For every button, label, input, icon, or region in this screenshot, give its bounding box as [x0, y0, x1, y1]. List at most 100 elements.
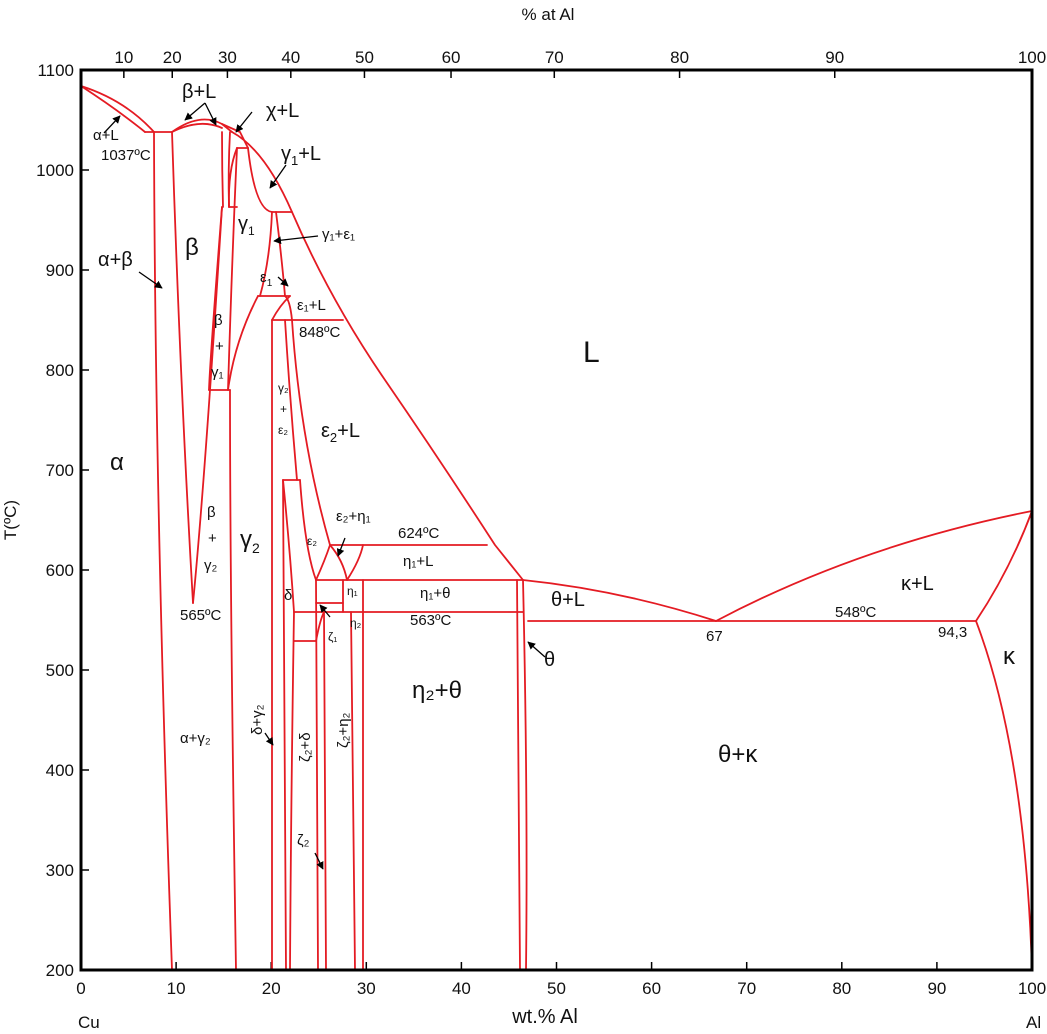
- label-alpha-beta: α+β: [98, 249, 133, 271]
- x-tick-label: 60: [642, 979, 661, 998]
- gamma1-lower: [227, 295, 259, 391]
- label-theta: θ: [544, 649, 555, 671]
- eps2-left-lower: [282, 479, 287, 971]
- label-kappa-L: κ+L: [901, 573, 934, 595]
- label-beta-gamma2-g: γ₂: [204, 557, 218, 574]
- label-c943: 94,3: [938, 624, 967, 641]
- label-eps1-L: ε₁+L: [297, 297, 326, 314]
- beta-gamma1-bottom-left: [208, 206, 223, 391]
- label-t548: 548ºC: [835, 604, 877, 621]
- y-ticks: 1100 1000 900 800 700 600 500 400 300 200: [36, 61, 89, 980]
- y-tick-label: 900: [46, 261, 74, 280]
- top-tick-label: 100: [1018, 48, 1046, 67]
- label-eta2-theta: η₂+θ: [412, 677, 462, 704]
- zeta-right: [323, 611, 327, 971]
- label-gamma1-L: γ1+L: [281, 143, 321, 168]
- label-gamma1: γ1: [238, 213, 255, 238]
- label-alpha-gamma2: α+γ₂: [180, 730, 211, 747]
- gamma1-right: [247, 147, 273, 213]
- top-tick-label: 30: [218, 48, 237, 67]
- label-eta1: η₁: [347, 584, 358, 598]
- label-theta-L: θ+L: [551, 589, 585, 611]
- y-tick-label: 200: [46, 961, 74, 980]
- top-tick-label: 40: [281, 48, 300, 67]
- eps2-eta1-apex: [315, 544, 348, 581]
- label-delta-gamma2: δ+γ₂: [249, 704, 266, 735]
- alpha-solidus: [80, 85, 146, 133]
- label-gamma2-eps2-e: ε₂: [278, 423, 288, 437]
- gamma1-eps1-right: [275, 211, 286, 297]
- delta-left: [282, 479, 295, 613]
- top-tick-label: 60: [442, 48, 461, 67]
- gamma2-left: [229, 389, 237, 971]
- main-liquidus: [231, 131, 524, 581]
- y-tick-label: 300: [46, 861, 74, 880]
- label-eta1-L: η₁+L: [403, 553, 434, 570]
- x-tick-label: 10: [167, 979, 186, 998]
- label-gamma2-eps2-g: γ₂: [278, 381, 289, 395]
- label-theta-kappa: θ+κ: [718, 741, 758, 768]
- y-tick-label: 1100: [37, 61, 74, 80]
- label-kappa: κ: [1003, 643, 1016, 670]
- label-gamma2-eps2-p: +: [280, 402, 287, 416]
- gamma1-left: [227, 147, 238, 391]
- label-zeta2-delta: ζ₂+δ: [297, 732, 314, 762]
- label-zeta1: ζ₁: [328, 630, 337, 644]
- label-t1037: 1037ºC: [101, 147, 151, 164]
- top-tick-label: 10: [114, 48, 133, 67]
- y-tick-label: 600: [46, 561, 74, 580]
- label-gamma2: γ2: [240, 526, 260, 556]
- label-beta-gamma1-g: γ₁: [211, 364, 224, 381]
- x-tick-label: 90: [927, 979, 946, 998]
- delta-left-lower: [289, 611, 295, 971]
- x-tick-label: 50: [547, 979, 566, 998]
- y-tick-label: 400: [46, 761, 74, 780]
- label-L: L: [583, 336, 600, 369]
- alpha-liquidus: [80, 85, 155, 133]
- kappa-solvus: [975, 620, 1033, 971]
- eps1-curve: [271, 295, 291, 321]
- label-zeta2-eta2: ζ₂+η₂: [335, 712, 352, 748]
- beta-right-boundary: [221, 131, 224, 208]
- zeta-left: [315, 579, 319, 971]
- label-beta-gamma2-b: β: [207, 504, 216, 521]
- eta2-left: [350, 611, 356, 971]
- plot-frame: [79, 68, 1034, 972]
- label-beta-gamma1-b: β: [214, 312, 223, 329]
- zeta1-curve: [315, 611, 325, 642]
- label-t563: 563ºC: [410, 612, 452, 629]
- label-chi-L: χ+L: [266, 100, 299, 122]
- top-axis-title: % at Al: [522, 5, 575, 24]
- label-eta2: η₂: [350, 616, 362, 630]
- label-t565: 565ºC: [180, 607, 222, 624]
- y-tick-label: 800: [46, 361, 74, 380]
- label-beta-gamma1-p: +: [215, 338, 224, 355]
- beta-solidus-dome: [171, 122, 223, 133]
- label-t624: 624ºC: [398, 525, 440, 542]
- label-alpha-L: α+L: [93, 127, 119, 144]
- theta-liquidus: [522, 579, 717, 622]
- y-tick-label: 1000: [36, 161, 74, 180]
- top-tick-label: 50: [355, 48, 374, 67]
- y-tick-label: 500: [46, 661, 74, 680]
- top-tick-label: 90: [825, 48, 844, 67]
- al-liquidus: [715, 510, 1033, 622]
- x-tick-label: 30: [357, 979, 376, 998]
- x-tick-label: 0: [76, 979, 85, 998]
- label-delta: δ: [284, 587, 292, 604]
- corner-cu-label: Cu: [78, 1013, 100, 1032]
- label-alpha: α: [110, 449, 124, 476]
- x-tick-label: 40: [452, 979, 471, 998]
- x-tick-label: 100: [1018, 979, 1046, 998]
- beta-liquidus-dome: [171, 118, 233, 133]
- x-tick-label: 70: [737, 979, 756, 998]
- x-tick-label: 80: [832, 979, 851, 998]
- gamma1-eps1-left: [259, 211, 273, 297]
- alpha-beta-left: [153, 131, 173, 971]
- alpha-beta-right: [171, 131, 194, 604]
- label-eps2: ε₂: [307, 534, 317, 548]
- top-ticks: 10 20 30 40 50 60 70 80 90 100: [114, 48, 1046, 78]
- label-t848: 848ºC: [299, 324, 341, 341]
- phase-boundaries: [80, 85, 1033, 971]
- label-c67: 67: [706, 628, 723, 645]
